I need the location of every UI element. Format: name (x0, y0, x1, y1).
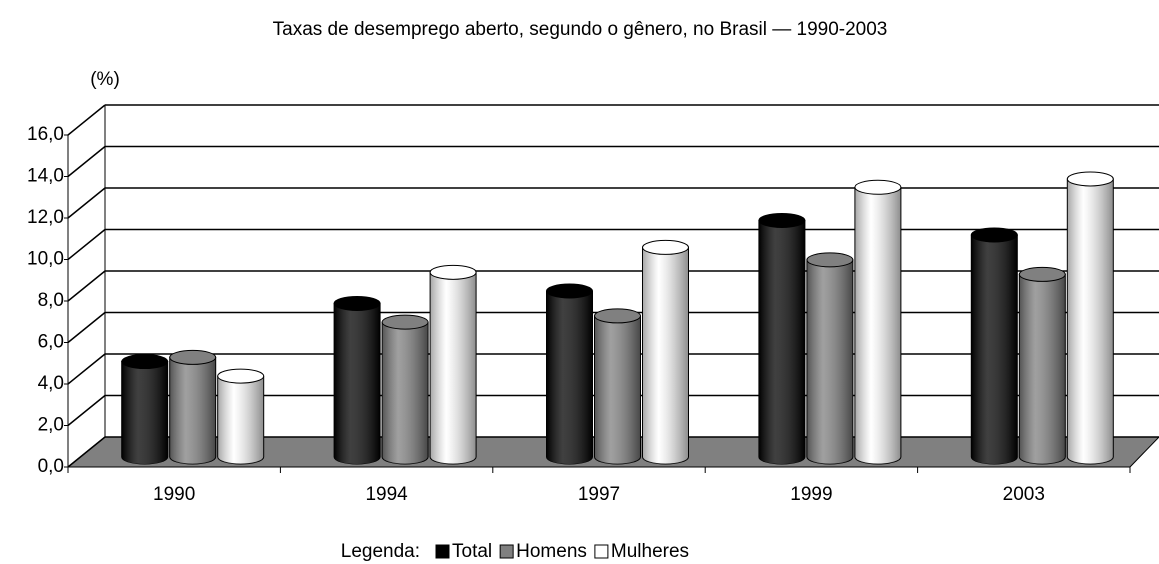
bar-shade (430, 272, 477, 465)
chart-title: Taxas de desemprego aberto, segundo o gê… (273, 19, 888, 40)
legend-label: Total (452, 541, 492, 562)
legend-swatch (594, 544, 609, 559)
bar-shade (217, 376, 264, 464)
grid-line (67, 145, 106, 178)
grid-line (67, 394, 106, 427)
x-tick-label: 1999 (790, 484, 832, 505)
x-tick-label: 1994 (365, 484, 408, 505)
bar (381, 314, 429, 465)
bar-top (217, 368, 265, 384)
bar-shade (806, 259, 853, 465)
y-tick-label: 4,0 (38, 373, 64, 394)
bar-shade (642, 247, 689, 465)
bar-top (1018, 266, 1066, 282)
bar (806, 252, 854, 465)
bar (758, 212, 806, 465)
bar-top (758, 212, 806, 228)
grid-line (67, 228, 106, 261)
bar-shade (546, 291, 593, 465)
y-tick-label: 6,0 (38, 332, 64, 353)
bar (546, 283, 593, 465)
bar-top (594, 308, 641, 324)
y-tick-label: 14,0 (27, 166, 64, 187)
y-tick-label: 8,0 (38, 290, 64, 311)
grid-line (67, 436, 106, 468)
bar-top (1066, 171, 1114, 187)
x-tick-label: 2003 (1003, 484, 1045, 505)
bar-shade (971, 234, 1018, 465)
legend-title: Legenda: (341, 541, 420, 562)
bar-shade (854, 187, 901, 465)
bar-top (169, 349, 217, 365)
grid-line (67, 353, 106, 385)
bar-top (381, 314, 429, 330)
bar (594, 308, 641, 465)
y-tick-label: 10,0 (27, 249, 64, 270)
bar (854, 179, 902, 465)
y-tick-label: 0,0 (38, 456, 64, 477)
bar-shade (1067, 178, 1114, 465)
legend-label: Homens (516, 541, 587, 562)
legend-swatch (435, 544, 450, 559)
bar (1018, 266, 1066, 465)
x-tick-label: 1990 (153, 484, 195, 505)
bar-top (806, 252, 854, 268)
bar-top (429, 264, 477, 280)
bar (970, 227, 1018, 465)
grid-line (67, 311, 106, 344)
bar-shade (594, 315, 641, 465)
bar-shade (1019, 274, 1066, 464)
bar-shade (121, 361, 168, 465)
bar-top (854, 179, 902, 195)
bar-top (333, 295, 381, 311)
bar (1066, 171, 1114, 465)
y-tick-label: 16,0 (27, 124, 64, 145)
bar (169, 349, 217, 465)
y-tick-label: 2,0 (38, 415, 64, 436)
bar-shade (758, 220, 805, 465)
grid-line (67, 104, 106, 136)
bar-top (546, 283, 593, 299)
bar-shade (169, 357, 216, 464)
bar (333, 295, 381, 465)
y-axis-label: (%) (90, 69, 120, 90)
bar (429, 264, 477, 465)
grid-line (67, 187, 106, 219)
bar-shade (382, 322, 429, 465)
legend-label: Mulheres (611, 541, 689, 562)
y-tick-label: 12,0 (27, 207, 64, 228)
bar (642, 239, 689, 465)
bar-shade (334, 303, 381, 464)
x-tick-label: 1997 (578, 484, 620, 505)
bar-top (970, 227, 1018, 243)
bar-top (121, 354, 169, 370)
grid-line (67, 270, 106, 302)
bar (121, 354, 169, 465)
legend-swatch (499, 544, 514, 559)
bar (217, 368, 265, 465)
bar-top (642, 239, 689, 255)
